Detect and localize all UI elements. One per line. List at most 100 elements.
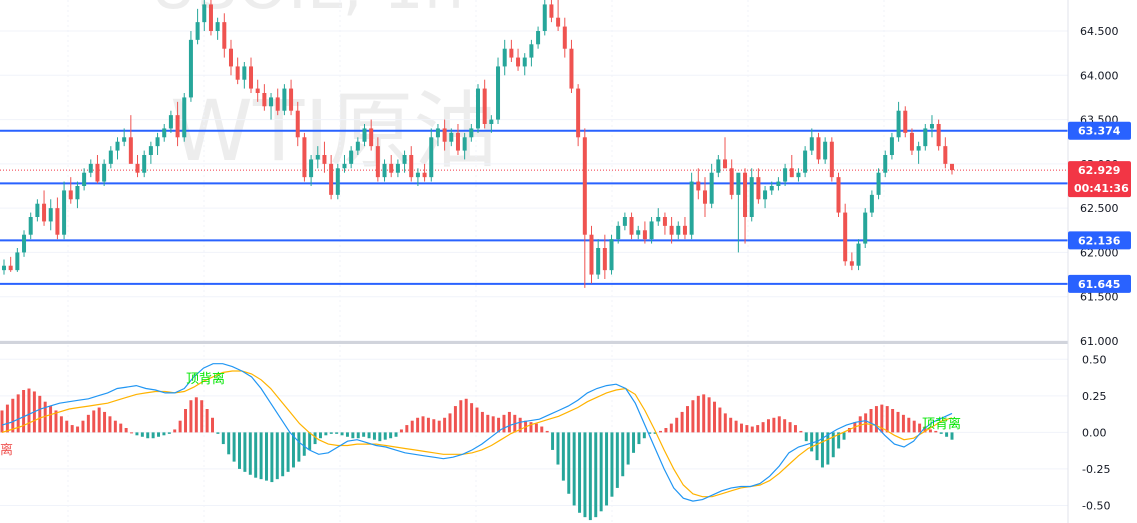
macd-histogram-bar[interactable] [729,417,733,433]
candle[interactable] [222,13,227,58]
candle[interactable] [375,137,380,182]
macd-histogram-bar[interactable] [184,409,188,433]
candle[interactable] [776,177,781,191]
candle[interactable] [415,168,420,186]
macd-histogram-bar[interactable] [119,423,123,433]
macd-histogram-bar[interactable] [497,417,501,433]
candle[interactable] [896,101,901,142]
candle[interactable] [28,212,33,240]
macd-histogram-bar[interactable] [756,425,760,433]
pane-separator[interactable] [0,341,1068,344]
macd-histogram-bar[interactable] [659,430,663,433]
macd-histogram-bar[interactable] [130,432,134,434]
candle[interactable] [75,181,80,209]
candle[interactable] [642,221,647,244]
candle[interactable] [42,190,47,226]
macd-histogram-bar[interactable] [707,397,711,433]
candle[interactable] [669,217,674,244]
macd-histogram-bar[interactable] [664,428,668,433]
candle[interactable] [696,168,701,200]
macd-histogram-bar[interactable] [923,426,927,433]
macd-histogram-bar[interactable] [578,432,582,513]
macd-histogram-bar[interactable] [507,411,511,433]
candle[interactable] [816,132,821,164]
macd-histogram-bar[interactable] [869,409,873,433]
macd-histogram-bar[interactable] [81,420,85,433]
macd-histogram-bar[interactable] [734,420,738,433]
candle[interactable] [148,141,153,164]
macd-histogram-bar[interactable] [432,419,436,433]
macd-histogram-bar[interactable] [378,432,382,442]
candle[interactable] [889,132,894,160]
candle[interactable] [82,168,87,191]
macd-histogram-bar[interactable] [610,432,614,497]
candle[interactable] [215,17,220,40]
macd-histogram-bar[interactable] [324,432,328,436]
candle[interactable] [469,124,474,142]
macd-histogram-bar[interactable] [934,430,938,433]
candle[interactable] [529,39,534,67]
candle[interactable] [108,146,113,169]
candle[interactable] [188,31,193,102]
macd-histogram-bar[interactable] [76,426,80,433]
candle[interactable] [122,128,127,147]
candle[interactable] [15,248,20,272]
macd-histogram-bar[interactable] [335,432,339,434]
macd-histogram-bar[interactable] [772,417,776,433]
macd-axis[interactable]: 0.50 0.25 0.00 -0.25 -0.50 [1082,353,1110,512]
candle[interactable] [736,172,741,253]
macd-histogram-bar[interactable] [308,432,312,450]
macd-histogram-bar[interactable] [901,414,905,433]
candle[interactable] [716,155,721,178]
candle[interactable] [22,230,27,257]
macd-histogram-bar[interactable] [238,432,241,469]
macd-histogram-bar[interactable] [5,404,9,433]
macd-histogram-bar[interactable] [286,432,290,472]
candle[interactable] [442,119,447,151]
candle[interactable] [35,199,40,222]
macd-histogram-bar[interactable] [329,432,333,434]
candle[interactable] [249,57,254,93]
candle[interactable] [562,17,567,58]
macd-histogram-bar[interactable] [372,432,376,440]
macd-histogram-bar[interactable] [211,417,214,433]
macd-histogram-bar[interactable] [291,432,295,468]
macd-histogram-bar[interactable] [583,432,587,518]
candle[interactable] [462,132,467,160]
macd-histogram-bar[interactable] [318,432,322,439]
macd-histogram-bar[interactable] [556,432,560,465]
candles[interactable] [1,0,955,288]
macd-histogram-bar[interactable] [675,417,679,433]
macd-histogram-bar[interactable] [572,432,576,506]
candle[interactable] [489,115,494,133]
candle[interactable] [228,39,233,76]
candle[interactable] [389,155,394,178]
macd-histogram-bar[interactable] [896,411,900,433]
candle[interactable] [302,132,307,182]
candle[interactable] [202,0,207,31]
macd-histogram-bar[interactable] [788,422,792,433]
candle[interactable] [62,181,67,240]
macd-histogram-bar[interactable] [518,417,522,433]
candle[interactable] [429,128,434,182]
macd-histogram-bar[interactable] [777,416,781,433]
candle[interactable] [749,168,754,222]
macd-histogram-bar[interactable] [275,432,279,480]
macd-histogram-bar[interactable] [103,411,107,433]
macd-histogram-bar[interactable] [157,432,161,437]
candle[interactable] [162,124,167,142]
macd-histogram-bar[interactable] [43,401,47,433]
candle[interactable] [409,146,414,182]
candle[interactable] [656,208,661,226]
macd-histogram-bar[interactable] [351,432,355,439]
macd-histogram-bar[interactable] [766,419,770,433]
candle[interactable] [8,256,13,272]
candle[interactable] [402,150,407,173]
candle[interactable] [883,150,888,178]
macd-histogram-bar[interactable] [410,420,414,433]
candle[interactable] [315,146,320,169]
macd-histogram-bar[interactable] [669,423,673,433]
candle[interactable] [622,212,627,231]
candle[interactable] [195,8,200,45]
macd-histogram-bar[interactable] [167,432,171,434]
